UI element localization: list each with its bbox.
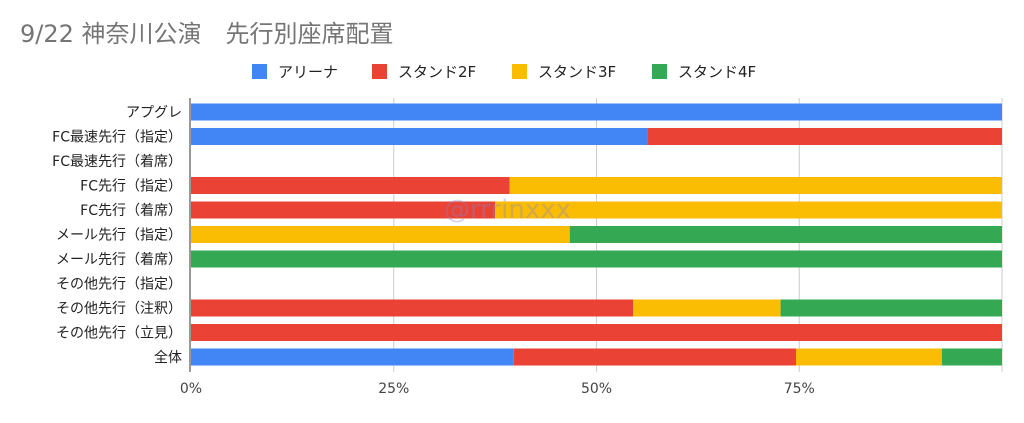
x-tick-label: 75% <box>784 381 815 397</box>
y-axis-labels: アプグレ FC最速先行（指定） FC最速先行（着席） FC先行（指定） FC先行（着席）… <box>52 105 182 366</box>
bar-segment <box>941 348 1002 366</box>
bars <box>191 103 1002 366</box>
x-tick-label: 0% <box>180 381 202 397</box>
bar-segment <box>191 348 514 366</box>
chart-title: 9/22 神奈川公演 先行別座席配置 <box>20 20 394 48</box>
legend-label: スタンド4F <box>678 63 756 81</box>
y-tick-label: その他先行（指定） <box>56 277 182 293</box>
legend-label: スタンド3F <box>538 63 616 81</box>
legend-label: アリーナ <box>278 63 338 81</box>
y-tick-label: メール先行（着席） <box>56 252 182 268</box>
legend-swatch <box>652 64 667 79</box>
y-tick-label: FC最速先行（指定） <box>52 130 182 146</box>
x-axis-labels: 0% 25% 50% 75% <box>180 381 815 397</box>
legend-label: スタンド2F <box>398 63 476 81</box>
y-tick-label: その他先行（立見） <box>56 326 182 342</box>
bar-segment <box>632 299 781 317</box>
y-tick-label: その他先行（注釈） <box>56 301 182 317</box>
bar-segment <box>191 103 1002 121</box>
x-tick-label: 25% <box>378 381 409 397</box>
watermark: @rrrinxxx <box>444 195 571 225</box>
bar-segment <box>191 201 496 219</box>
y-tick-label: FC先行（着席） <box>80 203 182 219</box>
y-tick-label: メール先行（指定） <box>56 228 182 244</box>
bar-segment <box>796 348 942 366</box>
bar-segment <box>191 177 510 194</box>
bar-segment <box>495 201 1002 219</box>
y-tick-label: アプグレ <box>126 105 182 121</box>
bar-segment <box>191 250 1002 268</box>
bar-segment <box>191 299 633 317</box>
y-tick-label: 全体 <box>154 349 182 366</box>
y-tick-label: FC先行（指定） <box>80 179 182 195</box>
legend: アリーナ スタンド2F スタンド3F スタンド4F <box>252 63 756 81</box>
bar-segment <box>513 348 797 366</box>
bar-segment <box>191 128 648 145</box>
legend-swatch <box>252 64 267 79</box>
bar-segment <box>191 226 570 243</box>
bar-segment <box>780 299 1002 317</box>
bar-segment <box>191 324 1002 341</box>
legend-swatch <box>512 64 527 79</box>
bar-segment <box>569 226 1002 243</box>
bar-segment <box>509 177 1002 194</box>
y-tick-label: FC最速先行（着席） <box>52 154 182 170</box>
x-tick-label: 50% <box>581 381 612 397</box>
bar-segment <box>647 128 1002 145</box>
legend-swatch <box>372 64 387 79</box>
